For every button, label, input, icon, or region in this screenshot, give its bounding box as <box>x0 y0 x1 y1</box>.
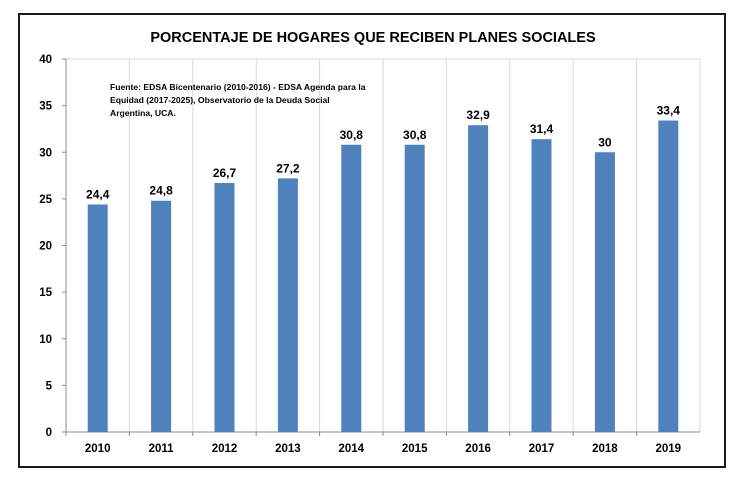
y-tick-label: 10 <box>39 334 52 346</box>
bar <box>468 125 489 433</box>
bar <box>594 152 615 432</box>
bar <box>87 204 108 432</box>
bar <box>404 144 425 433</box>
bars <box>87 120 679 433</box>
data-label: 24,4 <box>86 187 110 201</box>
x-tick-label: 2017 <box>529 443 555 455</box>
chart-title: PORCENTAJE DE HOGARES QUE RECIBEN PLANES… <box>150 30 596 46</box>
x-tick-label: 2016 <box>465 443 491 455</box>
source-note-line: Equidad (2017-2025), Observatorio de la … <box>110 95 330 105</box>
bar <box>341 144 362 433</box>
data-label: 31,4 <box>530 122 554 136</box>
gridlines <box>66 58 701 432</box>
y-tick-label: 20 <box>39 241 52 253</box>
x-tick-label: 2011 <box>149 443 175 455</box>
x-tick-label: 2013 <box>275 443 301 455</box>
data-label: 33,4 <box>657 104 681 118</box>
y-tick-label: 40 <box>39 54 52 66</box>
bar <box>531 139 552 432</box>
x-tick-label: 2010 <box>85 443 111 455</box>
data-label: 32,9 <box>466 108 490 122</box>
x-tick-label: 2012 <box>212 443 238 455</box>
source-note-line: Fuente: EDSA Bicentenario (2010-2016) - … <box>110 82 366 92</box>
axes: 0 5 10 15 20 25 30 35 40 2010 2011 2012 2013 2014 2015… <box>39 54 700 455</box>
data-label: 30,8 <box>340 128 364 142</box>
x-tick-label: 2015 <box>402 443 428 455</box>
data-labels: 24,4 24,8 26,7 27,2 30,8 30,8 32,9 31,4 30 33,4 <box>86 104 680 202</box>
data-label: 30,8 <box>403 128 427 142</box>
data-label: 26,7 <box>213 166 237 180</box>
data-label: 24,8 <box>149 184 173 198</box>
bar <box>151 200 172 432</box>
data-label: 30 <box>598 135 612 149</box>
data-label: 27,2 <box>276 161 300 175</box>
y-tick-label: 0 <box>46 427 52 439</box>
x-tick-label: 2014 <box>339 443 365 455</box>
y-tick-label: 30 <box>39 147 52 159</box>
x-tick-label: 2019 <box>656 443 682 455</box>
y-tick-label: 35 <box>39 101 52 113</box>
bar <box>214 183 235 432</box>
bar <box>277 178 298 432</box>
bar <box>658 120 679 433</box>
y-tick-label: 15 <box>39 287 52 299</box>
x-tick-label: 2018 <box>592 443 618 455</box>
source-note-line: Argentina, UCA. <box>110 108 176 118</box>
y-tick-label: 25 <box>39 194 52 206</box>
y-tick-label: 5 <box>46 380 53 392</box>
source-annotation: Fuente: EDSA Bicentenario (2010-2016) - … <box>110 82 366 118</box>
